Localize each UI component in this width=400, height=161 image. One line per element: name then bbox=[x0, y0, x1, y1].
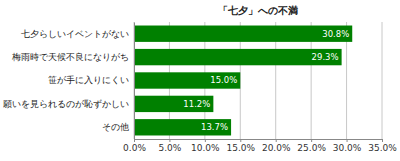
title: 「七夕」への不満 bbox=[218, 5, 298, 16]
data-label: 11.2% bbox=[183, 99, 210, 109]
x-tick: 30.0% bbox=[333, 139, 362, 153]
x-tick-mark bbox=[240, 139, 241, 142]
grid bbox=[134, 22, 382, 139]
data-label: 29.3% bbox=[312, 52, 339, 62]
x-axis: 0.0% 5.0% 10.0% 15.0% 20.0% 25.0% 30.0% 35.0% bbox=[123, 139, 397, 153]
x-tick: 35.0% bbox=[368, 139, 397, 153]
bar bbox=[134, 72, 240, 88]
x-tick: 25.0% bbox=[297, 139, 326, 153]
y-tick: 笹が手に入りにくい bbox=[48, 75, 134, 85]
data-label: 15.0% bbox=[210, 75, 237, 85]
x-tick-label: 35.0% bbox=[368, 143, 397, 153]
x-tick: 20.0% bbox=[262, 139, 291, 153]
y-tick-label: 七夕らしいイベントがない bbox=[21, 29, 129, 39]
bars bbox=[134, 26, 352, 136]
x-tick-mark bbox=[169, 139, 170, 142]
data-label: 13.7% bbox=[201, 122, 228, 132]
x-tick-label: 20.0% bbox=[262, 143, 291, 153]
bar bbox=[134, 96, 213, 112]
x-tick: 5.0% bbox=[158, 139, 181, 153]
y-tick: 梅雨時で天候不良になりがち bbox=[11, 52, 134, 62]
y-tick-label: 笹が手に入りにくい bbox=[48, 75, 129, 85]
x-tick-label: 25.0% bbox=[297, 143, 326, 153]
y-tick: 七夕らしいイベントがない bbox=[21, 29, 134, 39]
chart: 0.0% 5.0% 10.0% 15.0% 20.0% 25.0% 30.0% 35.0% 七夕… bbox=[0, 0, 400, 161]
x-axis-line bbox=[135, 139, 383, 140]
x-tick: 0.0% bbox=[123, 139, 146, 153]
data-labels: 30.8% 29.3% 15.0% 11.2% 13.7% bbox=[183, 29, 349, 133]
x-tick-label: 5.0% bbox=[158, 143, 181, 153]
grid-line bbox=[134, 22, 135, 139]
y-tick-label: 願いを見られるのが恥ずかしい bbox=[3, 99, 129, 109]
x-tick-mark bbox=[347, 139, 348, 142]
y-tick: 願いを見られるのが恥ずかしい bbox=[3, 99, 134, 109]
data-label: 30.8% bbox=[322, 29, 349, 39]
y-tick-label: その他 bbox=[102, 122, 129, 132]
x-tick-mark bbox=[205, 139, 206, 142]
y-axis-line bbox=[134, 23, 135, 140]
x-tick-label: 15.0% bbox=[226, 143, 255, 153]
y-tick-label: 梅雨時で天候不良になりがち bbox=[11, 52, 129, 62]
bar bbox=[134, 26, 352, 42]
x-tick-label: 10.0% bbox=[191, 143, 220, 153]
x-tick-label: 0.0% bbox=[123, 143, 146, 153]
x-tick-mark bbox=[311, 139, 312, 142]
grid-line bbox=[382, 22, 383, 139]
bar bbox=[134, 49, 342, 65]
x-tick-mark bbox=[276, 139, 277, 142]
y-tick: その他 bbox=[102, 122, 134, 132]
x-tick-mark bbox=[382, 139, 383, 142]
bar bbox=[134, 119, 231, 135]
x-tick-label: 30.0% bbox=[333, 143, 362, 153]
x-tick: 15.0% bbox=[226, 139, 255, 153]
x-tick: 10.0% bbox=[191, 139, 220, 153]
y-axis: 七夕らしいイベントがない梅雨時で天候不良になりがち笹が手に入りにくい願いを見られ… bbox=[3, 23, 135, 140]
